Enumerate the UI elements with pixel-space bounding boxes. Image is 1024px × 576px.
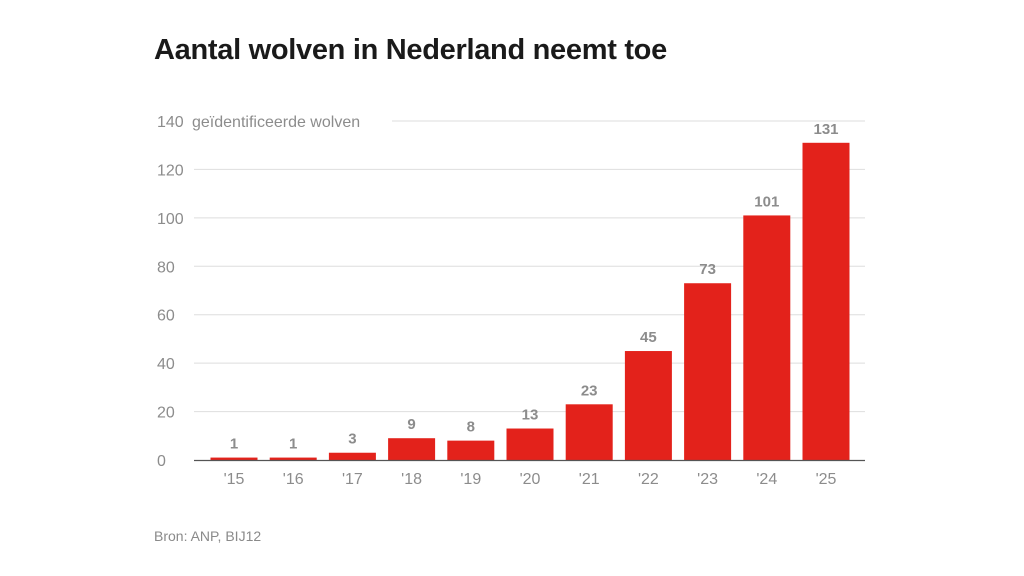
x-tick-label: '18 [401, 471, 422, 488]
bar [328, 452, 376, 460]
x-tick-label: '22 [638, 471, 659, 488]
data-label: 73 [699, 261, 716, 278]
bar [269, 457, 317, 460]
bar [506, 428, 554, 460]
x-tick-label: '17 [342, 471, 363, 488]
data-label: 1 [230, 436, 238, 453]
chart-title: Aantal wolven in Nederland neemt toe [154, 34, 667, 66]
source-note: Bron: ANP, BIJ12 [154, 528, 262, 544]
x-tick-label: '23 [697, 471, 718, 488]
data-label: 23 [581, 382, 598, 399]
x-tick-label: '24 [756, 471, 777, 488]
bar [447, 440, 495, 460]
x-tick-label: '25 [816, 471, 837, 488]
x-tick-label: '16 [283, 471, 304, 488]
bar [624, 351, 672, 460]
data-label: 3 [348, 431, 356, 448]
y-tick-label: 40 [157, 356, 175, 373]
gridlines [194, 120, 865, 413]
y-tick-label: 140 [157, 114, 184, 131]
bar [388, 438, 436, 460]
y-tick-label: 0 [157, 453, 166, 470]
x-tick-label: '21 [579, 471, 600, 488]
data-label: 1 [289, 436, 297, 453]
y-tick-label: 60 [157, 308, 175, 325]
bar [565, 404, 613, 460]
data-label: 8 [467, 419, 475, 436]
y-tick-label: 80 [157, 259, 175, 276]
axes: 0 20 40 60 80 100 120 140 geïdentificeerde wolve… [157, 114, 865, 488]
data-label: 13 [522, 407, 539, 424]
data-label: 45 [640, 329, 657, 346]
y-axis-label: geïdentificeerde wolven [192, 114, 360, 131]
y-tick-label: 100 [157, 211, 184, 228]
bar [210, 457, 258, 460]
data-label: 131 [813, 121, 838, 138]
x-tick-label: '20 [520, 471, 541, 488]
bar [743, 215, 791, 460]
x-tick-label: '19 [460, 471, 481, 488]
y-tick-label: 20 [157, 405, 175, 422]
y-tick-label: 120 [157, 162, 184, 179]
bars [210, 142, 850, 461]
data-label: 9 [407, 416, 415, 433]
x-tick-label: '15 [224, 471, 245, 488]
bar [684, 283, 732, 460]
data-label: 101 [754, 193, 779, 210]
bar [802, 142, 850, 461]
